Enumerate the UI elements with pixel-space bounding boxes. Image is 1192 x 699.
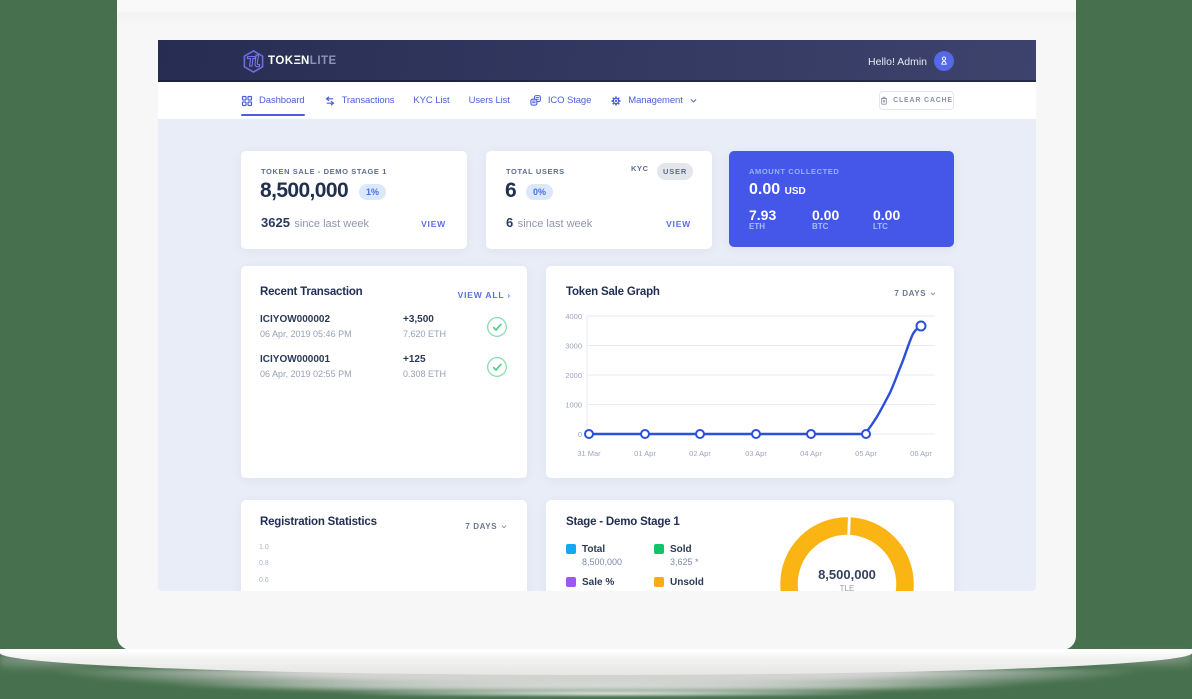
svg-text:4000: 4000 (565, 312, 582, 321)
svg-text:02 Apr: 02 Apr (689, 449, 711, 458)
svg-text:2000: 2000 (565, 371, 582, 380)
svg-text:05 Apr: 05 Apr (855, 449, 877, 458)
svg-text:3000: 3000 (565, 342, 582, 351)
svg-text:04 Apr: 04 Apr (800, 449, 822, 458)
svg-text:01 Apr: 01 Apr (634, 449, 656, 458)
svg-text:1000: 1000 (565, 401, 582, 410)
svg-text:0: 0 (578, 430, 582, 439)
svg-text:31 Mar: 31 Mar (577, 449, 601, 458)
svg-text:03 Apr: 03 Apr (745, 449, 767, 458)
svg-text:06 Apr: 06 Apr (910, 449, 932, 458)
